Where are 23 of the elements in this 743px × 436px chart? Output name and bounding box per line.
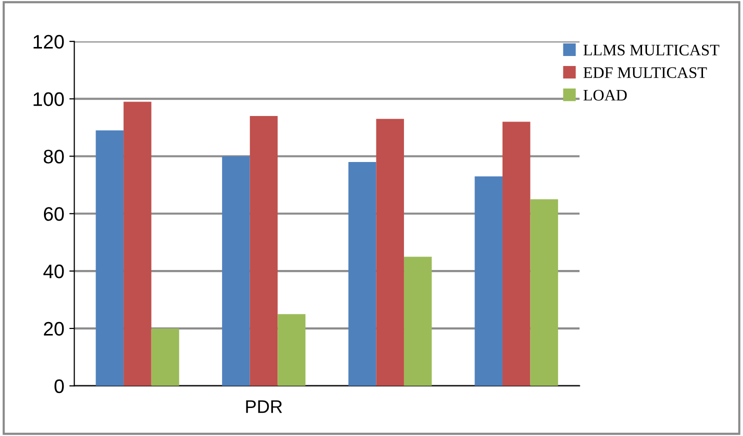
bar	[530, 199, 558, 386]
bar	[124, 102, 152, 386]
y-tick-label: 20	[44, 322, 64, 336]
bar	[376, 118, 404, 386]
bar	[278, 314, 306, 386]
y-tick-label: 120	[34, 34, 64, 49]
x-tick-label: PDR	[246, 400, 282, 413]
y-tick-label: 60	[44, 207, 64, 221]
y-tick-label: 40	[43, 264, 64, 278]
y-tick-label: 80	[44, 150, 64, 164]
bar	[222, 156, 250, 386]
bar	[96, 130, 124, 386]
bar	[348, 162, 376, 386]
bar	[502, 122, 530, 386]
bar	[151, 328, 180, 386]
bar	[404, 256, 432, 386]
y-tick-label: 100	[34, 92, 64, 106]
bar	[250, 116, 278, 386]
legend-label: LLMS MULTICAST	[583, 44, 720, 56]
legend-label: EDF MULTICAST	[583, 67, 707, 78]
y-tick-label: 0	[54, 379, 64, 394]
legend-label: LOAD	[583, 90, 627, 101]
bar	[474, 176, 502, 386]
